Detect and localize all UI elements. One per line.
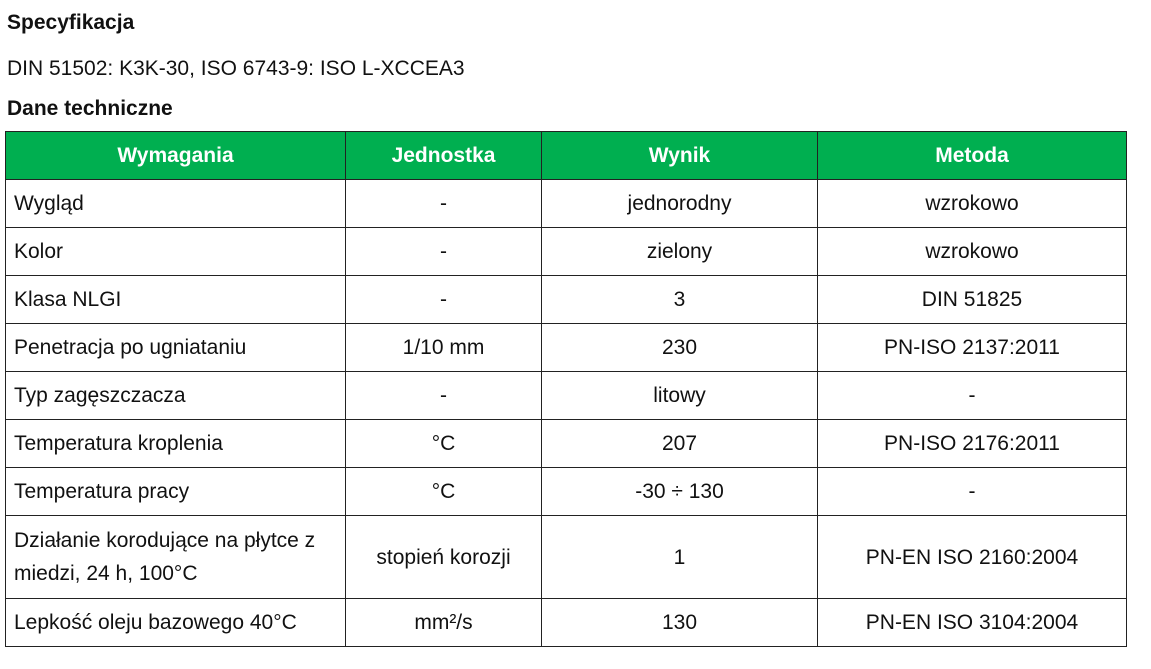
table-row: Typ zagęszczacza - litowy -: [5, 371, 1127, 420]
cell-method: DIN 51825: [817, 275, 1127, 324]
cell-unit: -: [345, 179, 542, 228]
cell-requirement: Klasa NLGI: [5, 275, 346, 324]
cell-unit: °C: [345, 419, 542, 468]
cell-method: -: [817, 371, 1127, 420]
cell-method: PN-ISO 2137:2011: [817, 323, 1127, 372]
cell-method: PN-EN ISO 2160:2004: [817, 515, 1127, 599]
cell-requirement: Temperatura pracy: [5, 467, 346, 516]
cell-unit: -: [345, 275, 542, 324]
spec-heading: Specyfikacja: [7, 11, 135, 34]
cell-result: 230: [541, 323, 818, 372]
cell-requirement: Lepkość oleju bazowego 40°C: [5, 598, 346, 647]
cell-result: 207: [541, 419, 818, 468]
cell-requirement: Wygląd: [5, 179, 346, 228]
cell-result: jednorodny: [541, 179, 818, 228]
cell-requirement: Kolor: [5, 227, 346, 276]
cell-method: wzrokowo: [817, 179, 1127, 228]
cell-method: PN-EN ISO 3104:2004: [817, 598, 1127, 647]
cell-requirement: Temperatura kroplenia: [5, 419, 346, 468]
table-row: Penetracja po ugniataniu 1/10 mm 230 PN-ISO…: [5, 323, 1127, 372]
cell-unit: 1/10 mm: [345, 323, 542, 372]
cell-result: zielony: [541, 227, 818, 276]
cell-unit: -: [345, 371, 542, 420]
cell-unit: -: [345, 227, 542, 276]
cell-method: -: [817, 467, 1127, 516]
cell-result: 3: [541, 275, 818, 324]
cell-unit: °C: [345, 467, 542, 516]
cell-result: 130: [541, 598, 818, 647]
spec-text: DIN 51502: K3K-30, ISO 6743-9: ISO L-XCC…: [7, 57, 465, 80]
header-jednostka: Jednostka: [345, 131, 542, 180]
table-row: Kolor - zielony wzrokowo: [5, 227, 1127, 276]
table-row: Klasa NLGI -3 DIN 51825: [5, 275, 1127, 324]
cell-result: 1: [541, 515, 818, 599]
table-row: Wygląd - jednorodny wzrokowo: [5, 179, 1127, 228]
header-wynik: Wynik: [541, 131, 818, 180]
table-row: Działanie korodujące na płytce z miedzi,…: [5, 515, 1127, 599]
header-wymagania: Wymagania: [5, 131, 346, 180]
cell-unit: mm²/s: [345, 598, 542, 647]
header-metoda: Metoda: [817, 131, 1127, 180]
table-row: Lepkość oleju bazowego 40°C mm²/s 130 PN-EN…: [5, 598, 1127, 647]
cell-unit: stopień korozji: [345, 515, 542, 599]
table-header-row: Wymagania Jednostka Wynik Metoda: [5, 131, 1127, 180]
cell-result: -30 ÷ 130: [541, 467, 818, 516]
cell-result: litowy: [541, 371, 818, 420]
cell-method: wzrokowo: [817, 227, 1127, 276]
tech-heading: Dane techniczne: [7, 97, 173, 120]
table-row: Temperatura kroplenia °C 207 PN-ISO 2176:20…: [5, 419, 1127, 468]
table-row: Temperatura pracy °C -30 ÷ 130-: [5, 467, 1127, 516]
cell-method: PN-ISO 2176:2011: [817, 419, 1127, 468]
cell-requirement: Penetracja po ugniataniu: [5, 323, 346, 372]
cell-requirement: Typ zagęszczacza: [5, 371, 346, 420]
tech-data-table: Wymagania Jednostka Wynik Metoda Wygląd -…: [5, 131, 1127, 647]
cell-requirement: Działanie korodujące na płytce z miedzi,…: [5, 515, 346, 599]
